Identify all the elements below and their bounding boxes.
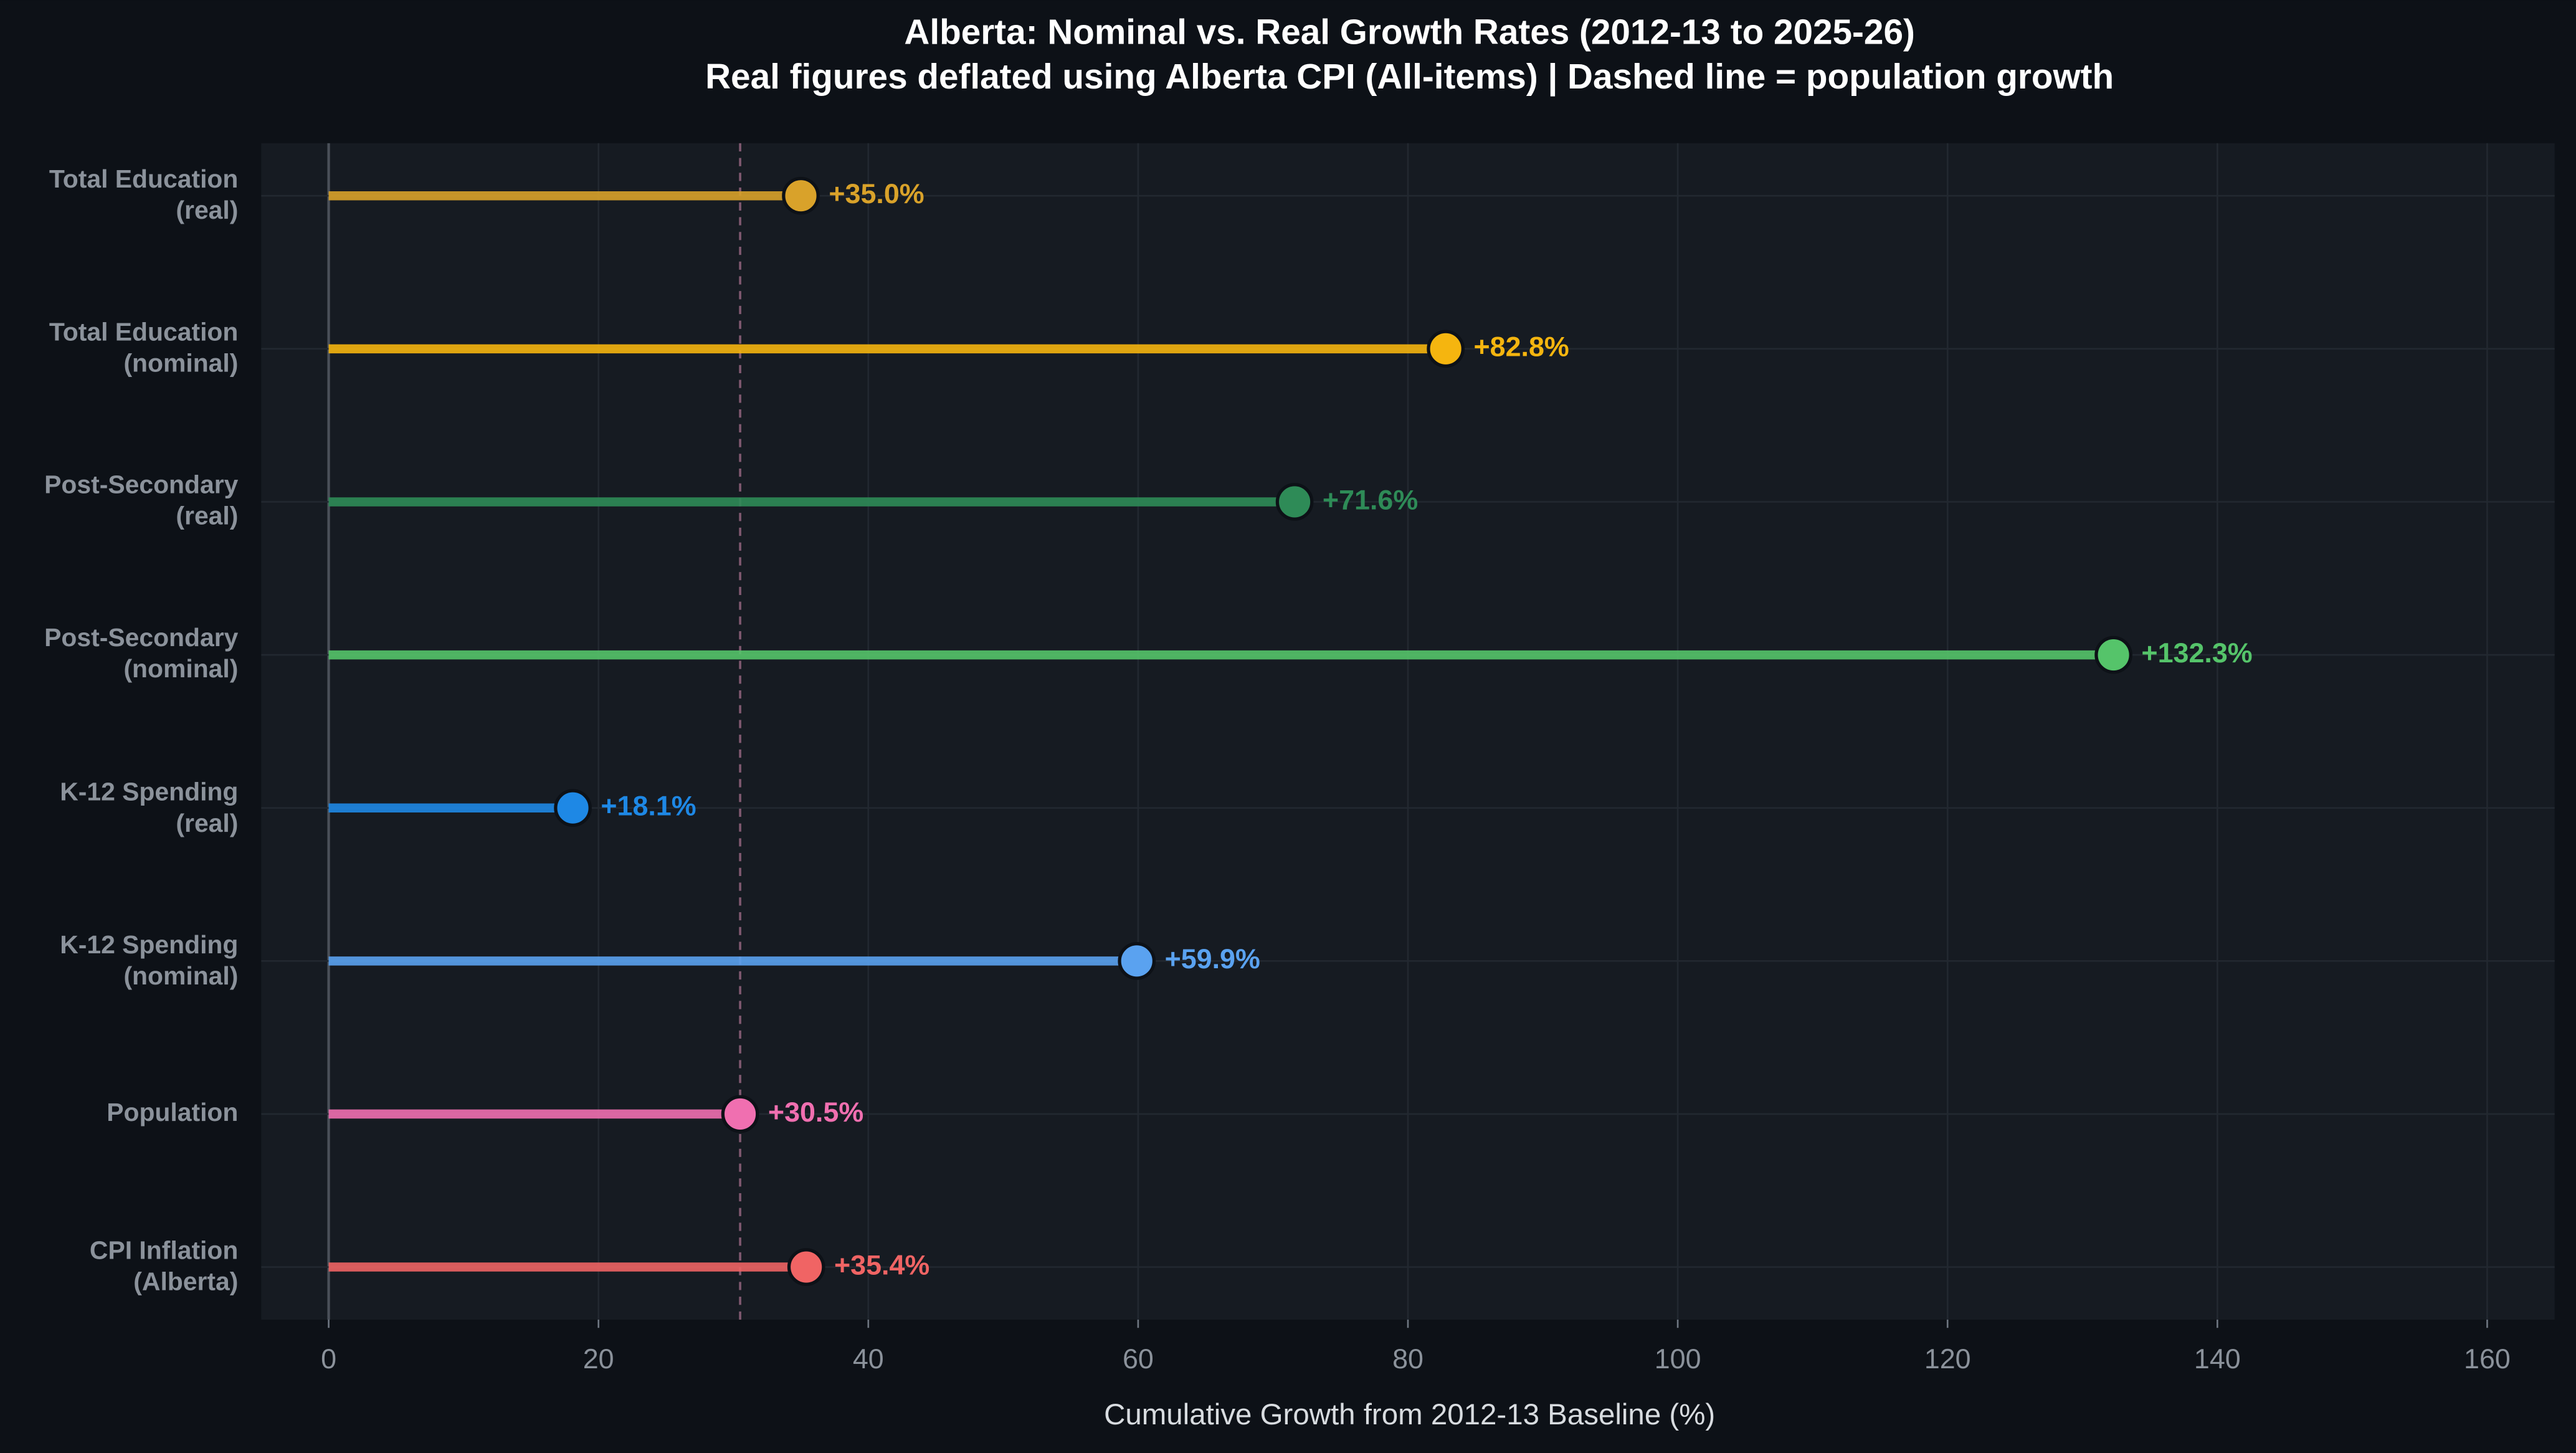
lollipop-dot (787, 1248, 825, 1286)
category-label-box: CPI Inflation (Alberta) (89, 1237, 239, 1297)
chart-title: Alberta: Nominal vs. Real Growth Rates (… (904, 13, 1914, 52)
category-label-box: Population (107, 1100, 239, 1128)
lollipop-dot (782, 176, 820, 215)
value-label: +35.0% (829, 178, 924, 209)
value-label: +82.8% (1473, 331, 1569, 363)
y-tick-label: Post-Secondary (real) (44, 472, 239, 531)
lollipop-dot (1118, 941, 1156, 980)
lollipop-dot (2094, 636, 2132, 674)
x-tick-label: 0 (321, 1343, 336, 1374)
x-tick-label: 120 (1924, 1343, 1971, 1374)
category-label-box: K-12 Spending (real) (60, 778, 239, 838)
x-tick-label: 100 (1655, 1343, 1701, 1374)
x-tick-label: 160 (2464, 1343, 2511, 1374)
category-label-box: Post-Secondary (nominal) (44, 625, 239, 685)
value-label: +18.1% (601, 790, 696, 822)
y-tick-label: Post-Secondary (nominal) (44, 625, 239, 685)
x-tick-label: 40 (853, 1343, 884, 1374)
category-label-box: Total Education (real) (49, 166, 239, 226)
category-label-box: Post-Secondary (real) (44, 472, 239, 531)
y-tick-label: K-12 Spending (real) (60, 778, 239, 838)
x-tick-label: 140 (2194, 1343, 2241, 1374)
value-label: +132.3% (2141, 637, 2252, 669)
chart-subtitle: Real figures deflated using Alberta CPI … (705, 57, 2114, 97)
lollipop-dot (1427, 330, 1465, 368)
x-tick-label: 80 (1392, 1343, 1423, 1374)
y-tick-label: Population (107, 1100, 239, 1128)
value-label: +30.5% (768, 1096, 863, 1128)
x-tick-label: 20 (583, 1343, 614, 1374)
value-label: +71.6% (1323, 484, 1418, 515)
lollipop-dot (554, 789, 592, 827)
y-tick-label: Total Education (real) (49, 166, 239, 226)
lollipop-dot (1275, 483, 1314, 521)
y-tick-label: CPI Inflation (Alberta) (89, 1237, 239, 1297)
lollipop-dot (721, 1095, 759, 1133)
y-tick-label: Total Education (nominal) (49, 319, 239, 379)
x-tick-label: 60 (1123, 1343, 1154, 1374)
x-axis-label: Cumulative Growth from 2012-13 Baseline … (1104, 1398, 1715, 1431)
y-tick-label: K-12 Spending (nominal) (60, 931, 239, 991)
category-label-box: Total Education (nominal) (49, 319, 239, 379)
category-label-box: K-12 Spending (nominal) (60, 931, 239, 991)
value-label: +59.9% (1165, 943, 1260, 974)
value-label: +35.4% (834, 1249, 929, 1280)
